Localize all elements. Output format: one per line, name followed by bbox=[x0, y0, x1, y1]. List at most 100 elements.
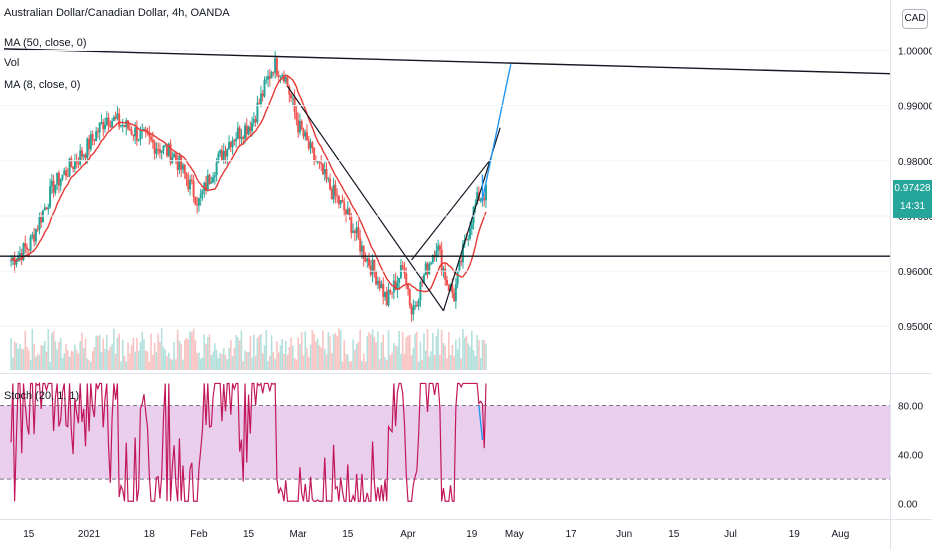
candle-body bbox=[329, 178, 332, 190]
volume-bar bbox=[258, 335, 260, 370]
indicator-volume[interactable]: Vol bbox=[4, 57, 20, 69]
volume-bar bbox=[320, 347, 322, 370]
volume-bar bbox=[393, 342, 395, 370]
indicator-ma50[interactable]: MA (50, close, 0) bbox=[4, 37, 87, 49]
currency-label[interactable]: CAD bbox=[902, 9, 928, 29]
candle-body bbox=[293, 97, 296, 112]
candle-body bbox=[286, 77, 289, 87]
volume-bar bbox=[183, 339, 186, 370]
candle-body bbox=[339, 200, 342, 205]
candle-body bbox=[337, 196, 340, 205]
candle-body bbox=[451, 284, 454, 293]
volume-bar bbox=[316, 338, 319, 370]
stoch-tick-label: 80.00 bbox=[898, 402, 923, 413]
candle-body bbox=[24, 243, 27, 248]
volume-bar bbox=[35, 356, 37, 370]
volume-bar bbox=[254, 355, 257, 370]
volume-bar bbox=[107, 350, 110, 370]
volume-bar bbox=[293, 358, 296, 370]
candle-body bbox=[460, 260, 463, 263]
volume-bar bbox=[378, 359, 381, 370]
indicator-ma8[interactable]: MA (8, close, 0) bbox=[4, 79, 81, 91]
time-tick-label: 17 bbox=[565, 529, 577, 540]
candle-body bbox=[313, 147, 316, 161]
volume-bar bbox=[479, 357, 482, 370]
candle-body bbox=[45, 207, 48, 210]
price-tick-label: 0.96000 bbox=[898, 267, 932, 278]
volume-bar bbox=[261, 353, 264, 370]
volume-bar bbox=[226, 359, 229, 370]
volume-bar bbox=[361, 360, 363, 370]
candle-body bbox=[428, 263, 431, 275]
volume-bar bbox=[33, 343, 35, 370]
candle-body bbox=[343, 202, 346, 211]
volume-bar bbox=[70, 350, 73, 370]
candle-body bbox=[334, 184, 337, 196]
volume-bar bbox=[219, 352, 221, 370]
volume-bar bbox=[178, 340, 181, 370]
candle-body bbox=[453, 292, 456, 302]
candle-body bbox=[29, 236, 32, 251]
volume-bar bbox=[120, 361, 122, 370]
candle-body bbox=[252, 119, 255, 123]
volume-bar bbox=[423, 333, 425, 370]
volume-bar bbox=[362, 353, 365, 370]
candle-body bbox=[75, 160, 78, 164]
volume-bar bbox=[343, 340, 346, 370]
volume-bar bbox=[307, 356, 310, 370]
candle-body bbox=[391, 292, 394, 294]
volume-bar bbox=[129, 353, 131, 370]
volume-bar bbox=[341, 361, 344, 370]
volume-bar bbox=[458, 337, 461, 370]
volume-bar bbox=[12, 357, 14, 370]
candle-body bbox=[353, 230, 356, 234]
candle-body bbox=[320, 162, 323, 164]
candle-body bbox=[155, 148, 158, 154]
candle-body bbox=[362, 245, 365, 259]
candle-body bbox=[431, 254, 434, 263]
volume-bar bbox=[366, 336, 369, 370]
volume-bar bbox=[306, 347, 308, 370]
candle-body bbox=[88, 138, 91, 150]
volume-bar bbox=[476, 334, 478, 370]
volume-bar bbox=[82, 347, 85, 370]
candle-body bbox=[279, 75, 282, 77]
volume-bar bbox=[10, 337, 12, 370]
candle-body bbox=[166, 145, 169, 156]
volume-bar bbox=[283, 353, 285, 370]
candle-body bbox=[316, 161, 319, 163]
time-tick-label: Jun bbox=[616, 529, 632, 540]
volume-bar bbox=[396, 346, 399, 370]
bar-countdown: 14:31 bbox=[899, 201, 926, 212]
candle-body bbox=[98, 122, 101, 133]
volume-bar bbox=[212, 351, 214, 370]
candle-body bbox=[183, 164, 186, 174]
volume-bar bbox=[421, 359, 423, 370]
volume-bar bbox=[74, 344, 76, 370]
candle-body bbox=[417, 300, 420, 307]
volume-bar bbox=[357, 341, 360, 370]
volume-bar bbox=[102, 338, 105, 370]
candle-body bbox=[66, 175, 69, 177]
volume-bar bbox=[166, 356, 168, 370]
candle-body bbox=[378, 280, 381, 289]
candle-body bbox=[446, 279, 448, 286]
volume-bar bbox=[51, 333, 53, 370]
volume-bar bbox=[260, 334, 262, 370]
volume-bar bbox=[325, 354, 328, 370]
candle-body bbox=[235, 138, 238, 142]
candle-body bbox=[325, 168, 328, 180]
volume-bar bbox=[75, 349, 78, 370]
candle-body bbox=[59, 179, 62, 186]
volume-bar bbox=[270, 335, 273, 370]
candle-body bbox=[128, 128, 131, 131]
indicator-stoch[interactable]: Stoch (20, 1, 1) bbox=[4, 390, 80, 402]
candle-body bbox=[360, 245, 363, 252]
candle-body bbox=[54, 184, 57, 193]
volume-bar bbox=[370, 334, 372, 370]
current-price: 0.97428 bbox=[894, 183, 931, 194]
candle-body bbox=[385, 291, 388, 306]
volume-bar bbox=[72, 351, 74, 370]
